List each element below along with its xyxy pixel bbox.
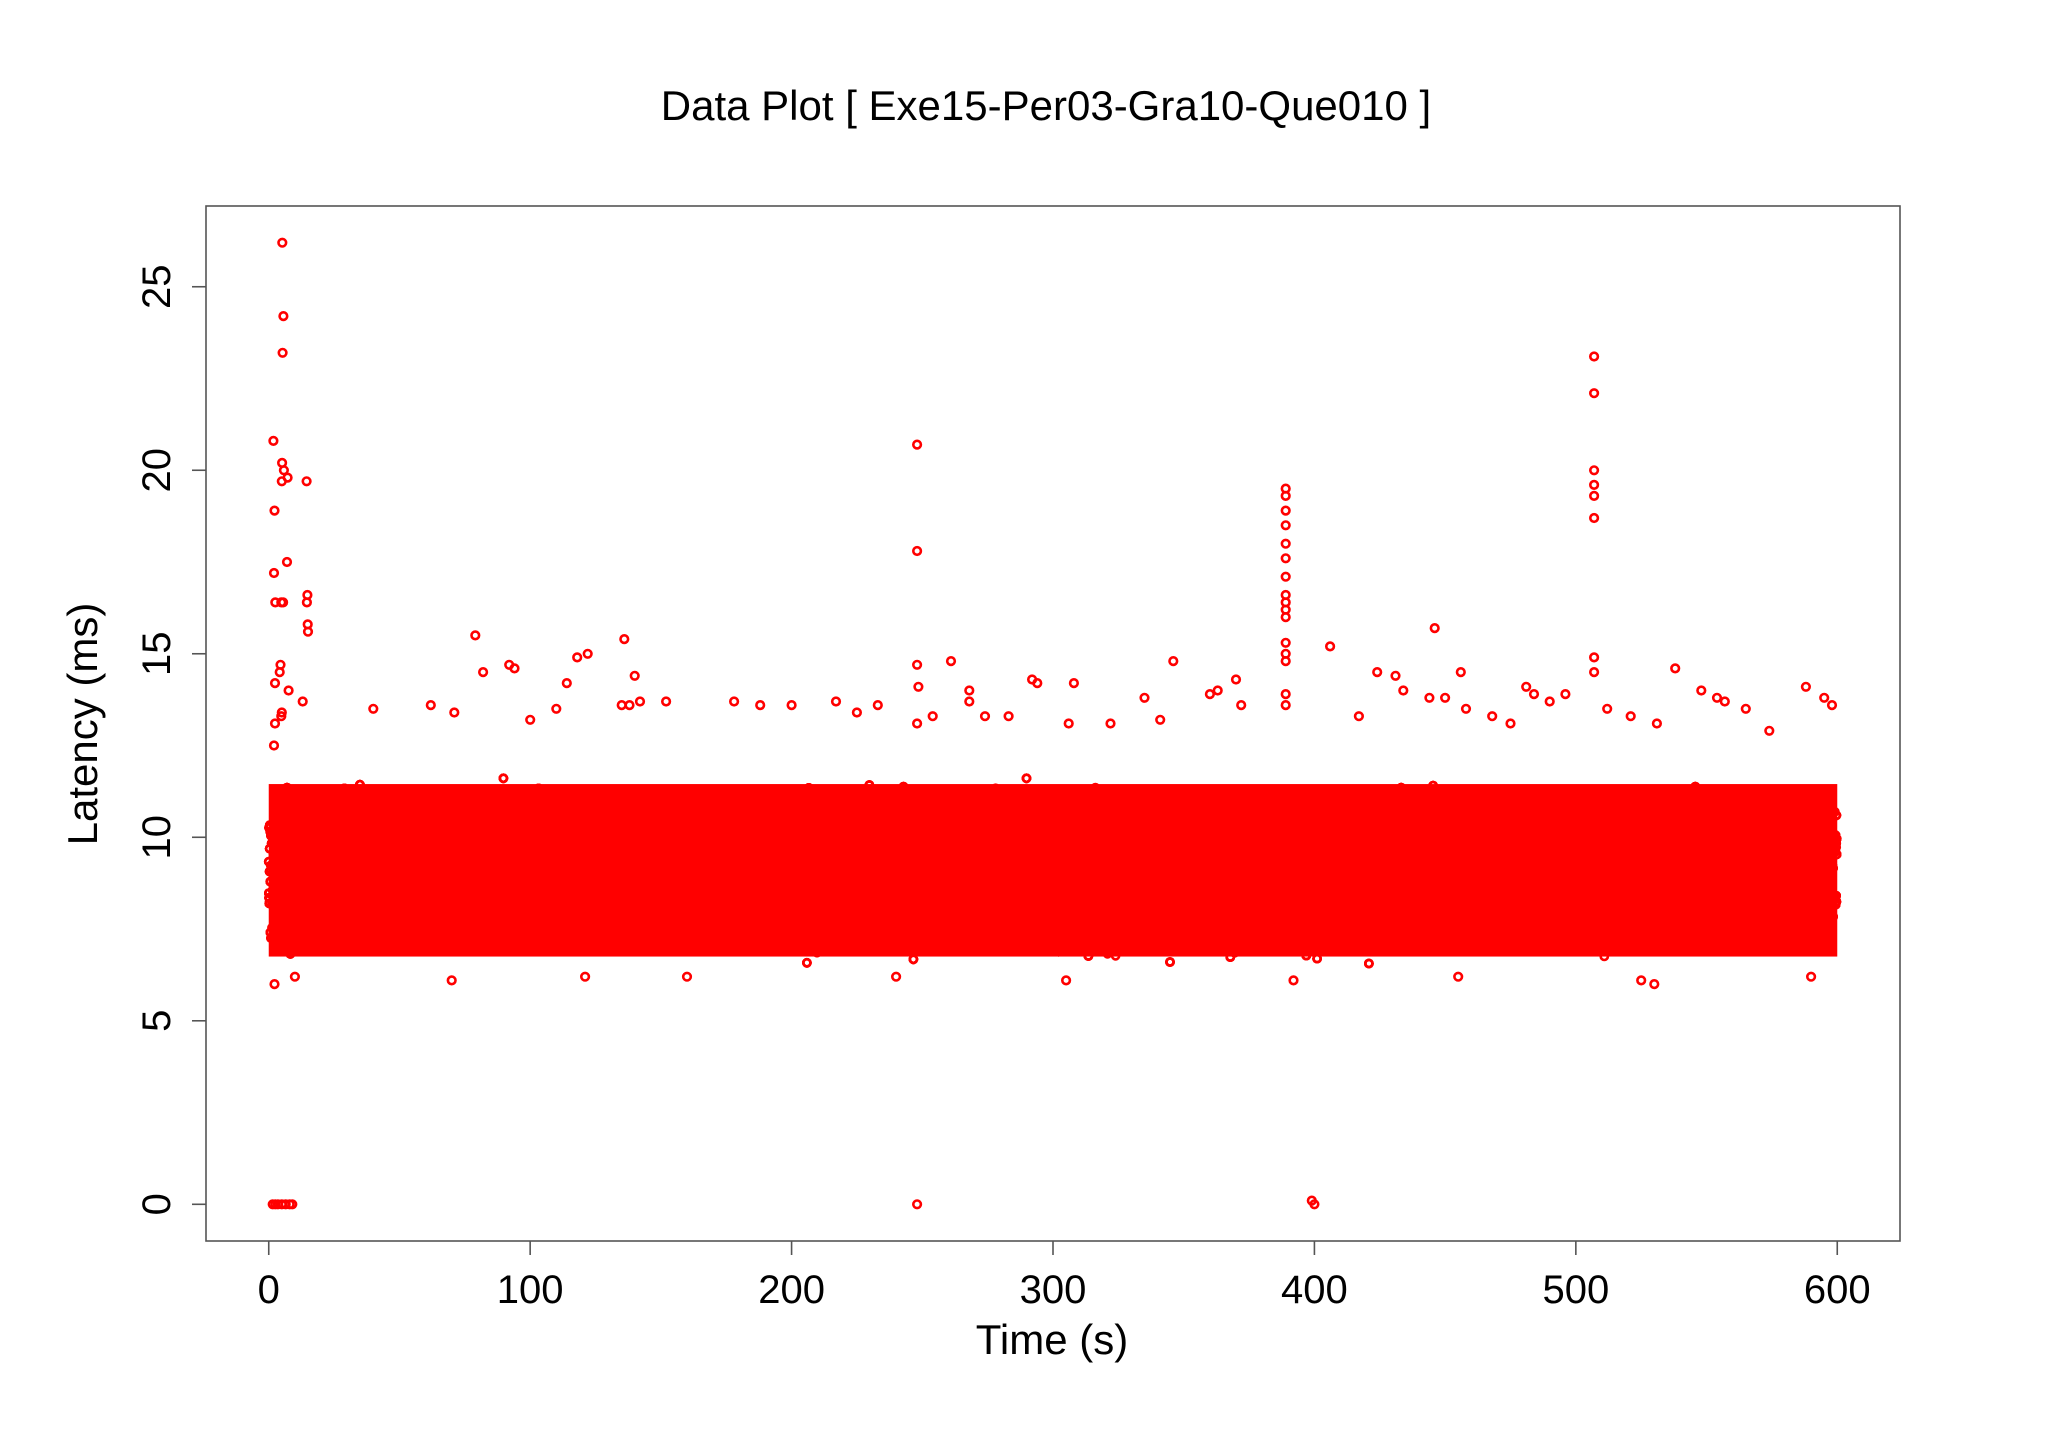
band-point: [1742, 801, 1752, 812]
band-point: [927, 928, 937, 939]
plot-frame: [205, 205, 1901, 1242]
band-point: [1110, 950, 1121, 961]
band-point: [1415, 936, 1426, 947]
y-tick-label: 25: [135, 264, 179, 309]
band-point: [1402, 935, 1413, 946]
band-point: [660, 792, 671, 803]
band-point: [1020, 926, 1031, 936]
y-tick-label: 15: [135, 632, 179, 677]
band-point: [1466, 810, 1477, 821]
x-tick-label: 100: [497, 1268, 564, 1312]
band-point: [1445, 921, 1456, 932]
band-point: [698, 929, 709, 940]
band-point: [1102, 948, 1113, 959]
y-tick-label: 5: [135, 1010, 179, 1032]
x-tick-label: 400: [1281, 1268, 1348, 1312]
band-point: [424, 810, 434, 821]
band-point: [1153, 791, 1163, 802]
y-tick-label: 10: [135, 815, 179, 860]
dense-band-points: [263, 773, 1842, 969]
band-point: [457, 917, 468, 927]
chart-title: Data Plot [ Exe15-Per03-Gra10-Que010 ]: [661, 82, 1431, 129]
band-point: [1199, 793, 1210, 804]
y-tick-label: 0: [135, 1193, 179, 1215]
band-point: [512, 798, 522, 808]
y-axis-label: Latency (ms): [59, 603, 106, 846]
band-point: [1310, 932, 1320, 943]
band-point: [1095, 937, 1106, 948]
x-axis-label: Time (s): [976, 1316, 1128, 1363]
band-point: [638, 945, 649, 955]
band-point: [1459, 803, 1469, 814]
band-point: [374, 807, 385, 818]
band-point: [413, 820, 424, 830]
band-point: [1090, 782, 1101, 793]
band-point: [403, 927, 414, 938]
band-point: [390, 794, 401, 805]
band-point: [1462, 811, 1472, 821]
band-point: [1255, 795, 1266, 806]
band-point: [964, 800, 975, 811]
band-point: [297, 934, 308, 944]
band-point: [1503, 793, 1514, 804]
band-point: [1557, 916, 1568, 927]
band-point: [1202, 853, 1213, 863]
band-point: [267, 922, 277, 933]
band-point: [1283, 833, 1294, 843]
band-point: [1329, 928, 1339, 938]
y-tick-label: 20: [135, 448, 179, 493]
y-axis: 0 5 10 15 20 25: [135, 264, 206, 1215]
band-point: [1697, 940, 1708, 951]
band-point: [395, 926, 406, 937]
band-point: [1375, 794, 1385, 805]
band-point: [990, 783, 1001, 794]
x-tick-label: 0: [258, 1268, 280, 1312]
band-point: [1078, 785, 1089, 795]
x-tick-label: 600: [1804, 1268, 1871, 1312]
band-point: [770, 813, 781, 824]
band-point: [534, 937, 545, 948]
x-tick-label: 300: [1020, 1268, 1087, 1312]
x-tick-label: 500: [1542, 1268, 1609, 1312]
x-tick-label: 200: [758, 1268, 825, 1312]
band-point: [1484, 945, 1495, 956]
x-axis: 0 100 200 300 400 500 600: [258, 1241, 1871, 1312]
